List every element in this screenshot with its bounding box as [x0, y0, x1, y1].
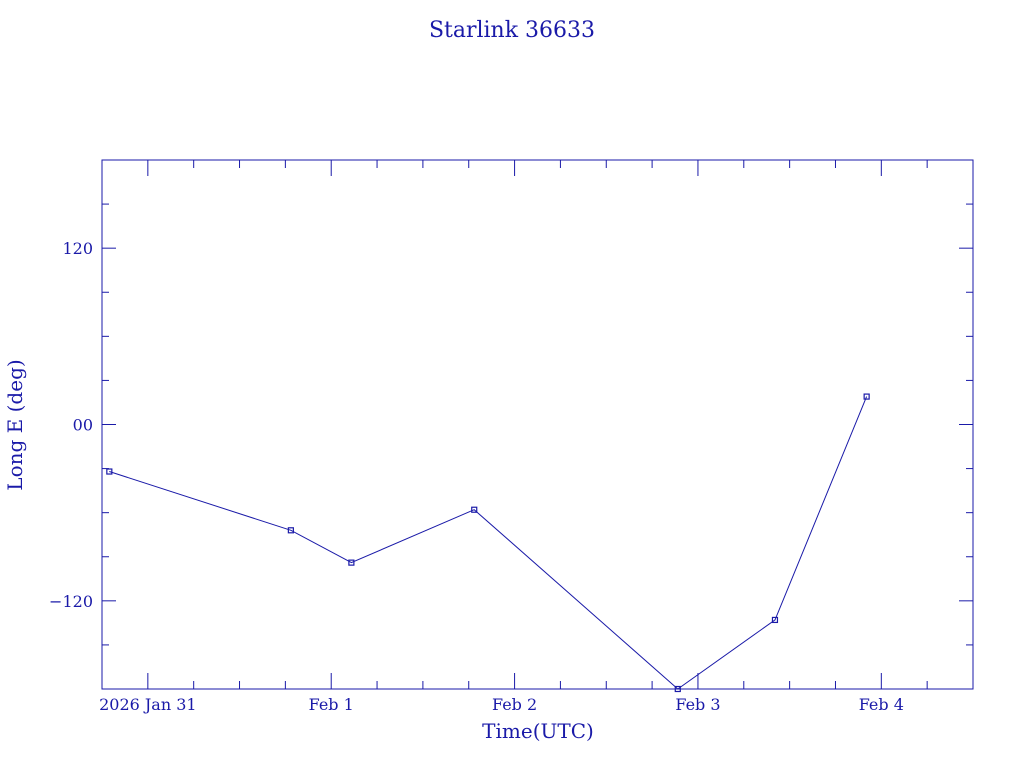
x-tick-labels: 2026 Jan 31 Feb 1 Feb 2 Feb 3 Feb 4	[99, 695, 904, 714]
data-point	[348, 559, 355, 566]
chart-title: Starlink 36633	[429, 18, 595, 43]
y-tick-label: 120	[62, 239, 93, 258]
x-tick-label: Feb 2	[492, 695, 537, 714]
y-axis-label: Long E (deg)	[3, 359, 27, 490]
x-tick-label: 2026 Jan 31	[99, 695, 197, 714]
data-series	[106, 393, 870, 693]
data-point	[106, 468, 113, 475]
axis-ticks	[101, 160, 974, 689]
data-point	[863, 393, 870, 400]
data-point	[674, 685, 681, 693]
y-tick-label: −120	[49, 592, 93, 611]
x-tick-label: Feb 1	[309, 695, 354, 714]
plot-frame	[101, 159, 974, 690]
data-point	[471, 506, 478, 513]
series-line	[109, 396, 868, 690]
x-tick-label: Feb 3	[675, 695, 720, 714]
y-tick-labels: 120 00 −120	[49, 239, 93, 611]
x-axis-label: Time(UTC)	[482, 719, 594, 743]
y-tick-label: 00	[73, 416, 93, 435]
data-point	[771, 616, 779, 624]
x-tick-label: Feb 4	[859, 695, 904, 714]
data-point	[287, 527, 294, 534]
